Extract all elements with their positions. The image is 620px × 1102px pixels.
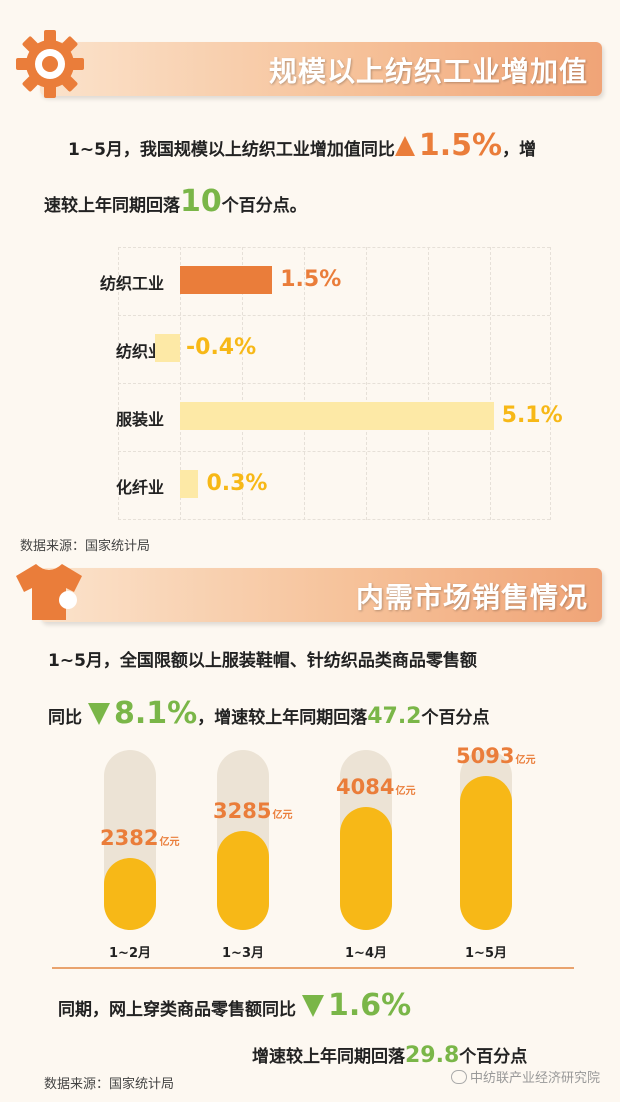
section1-banner: 规模以上纺织工业增加值: [40, 42, 602, 96]
data-label: 5093亿元: [456, 744, 535, 768]
data-label-value: 3285: [213, 798, 272, 823]
bar: [104, 857, 156, 930]
category-label: 纺织工业: [99, 274, 164, 293]
section2-source: 数据来源：国家统计局: [44, 1077, 175, 1092]
bar: [217, 830, 269, 930]
category-label: 化纤业: [115, 478, 164, 497]
online-text: 同期，网上穿类商品零售额同比: [58, 1000, 296, 1020]
grid-line: [118, 247, 550, 248]
online2-text: 增速较上年同期回落: [252, 1047, 405, 1067]
data-label-unit: 亿元: [272, 809, 293, 821]
divider: [52, 967, 574, 969]
data-label-unit: 亿元: [159, 836, 180, 848]
triangle-down-icon: [88, 703, 110, 725]
section1-paragraph-line2: 速较上年同期回落10个百分点。: [44, 184, 307, 219]
para2-tail: 个百分点。: [221, 196, 307, 216]
data-label: 5.1%: [501, 403, 563, 428]
bar: [180, 266, 273, 294]
para1-tail: ，增: [502, 140, 537, 160]
wechat-icon: [450, 1070, 467, 1084]
shirt-icon: [12, 560, 86, 628]
grid-line: [118, 451, 550, 452]
gear-icon: [14, 28, 86, 104]
bar: [180, 402, 494, 430]
triangle-up-icon: [394, 136, 415, 156]
category-label: 服装业: [115, 410, 164, 429]
online-growth-value: 1.6%: [328, 988, 412, 1023]
data-label-value: 4084: [336, 774, 395, 799]
grid-line: [550, 247, 551, 520]
retail-drop-value: 47.2: [367, 704, 422, 729]
data-label-unit: 亿元: [395, 785, 416, 797]
section2-paragraph-line2: 同比 8.1%，增速较上年同期回落47.2个百分点: [48, 696, 489, 731]
data-label: -0.4%: [186, 335, 257, 360]
para1-text: 1~5月，我国规模以上纺织工业增加值同比: [68, 140, 395, 160]
online-sales-line1: 同期，网上穿类商品零售额同比 1.6%: [58, 988, 411, 1023]
online2-tail: 个百分点: [459, 1047, 528, 1067]
online-sales-line2: 增速较上年同期回落29.8个百分点: [252, 1042, 527, 1068]
bar: [340, 806, 392, 930]
data-label: 1.5%: [280, 267, 342, 292]
data-label-value: 5093: [456, 744, 515, 768]
category-label: 纺织业: [115, 342, 164, 361]
grid-line: [118, 383, 550, 384]
para2-text: 速较上年同期回落: [44, 196, 180, 216]
section1-title: 规模以上纺织工业增加值: [268, 55, 588, 88]
triangle-down-icon: [302, 995, 324, 1017]
para2-lead: 同比: [48, 708, 82, 728]
category-label: 1~5月: [465, 946, 507, 961]
section2-paragraph-line1: 1~5月，全国限额以上服装鞋帽、针纺织品类商品零售额: [48, 651, 477, 671]
data-label: 2382亿元: [100, 826, 179, 850]
section2-banner: 内需市场销售情况: [40, 568, 602, 622]
para2-mid: ，增速较上年同期回落: [197, 708, 368, 728]
bar: [180, 470, 199, 498]
data-label: 4084亿元: [336, 775, 415, 799]
category-label: 1~2月: [109, 946, 151, 961]
data-label: 3285亿元: [213, 799, 292, 823]
online-drop-value: 29.8: [405, 1043, 460, 1068]
drop-value: 10: [180, 184, 222, 219]
watermark-text: 中纺联产业经济研究院: [469, 1071, 600, 1086]
growth-value: 1.5%: [418, 128, 503, 163]
para2-end: 个百分点: [421, 708, 490, 728]
section1-source: 数据来源：国家统计局: [20, 539, 151, 554]
retail-growth-value: 8.1%: [114, 696, 198, 731]
watermark: 中纺联产业经济研究院: [450, 1067, 600, 1086]
section1-paragraph-line1: 1~5月，我国规模以上纺织工业增加值同比 1.5%，增: [68, 128, 536, 163]
data-label-unit: 亿元: [515, 755, 536, 766]
category-label: 1~3月: [222, 946, 264, 961]
section2-title: 内需市场销售情况: [355, 581, 588, 614]
data-label: 0.3%: [206, 471, 268, 496]
data-label-value: 2382: [100, 825, 159, 850]
bar: [155, 334, 180, 362]
grid-line: [118, 519, 550, 520]
grid-line: [118, 315, 550, 316]
category-label: 1~4月: [345, 946, 387, 961]
bar: [460, 776, 512, 930]
